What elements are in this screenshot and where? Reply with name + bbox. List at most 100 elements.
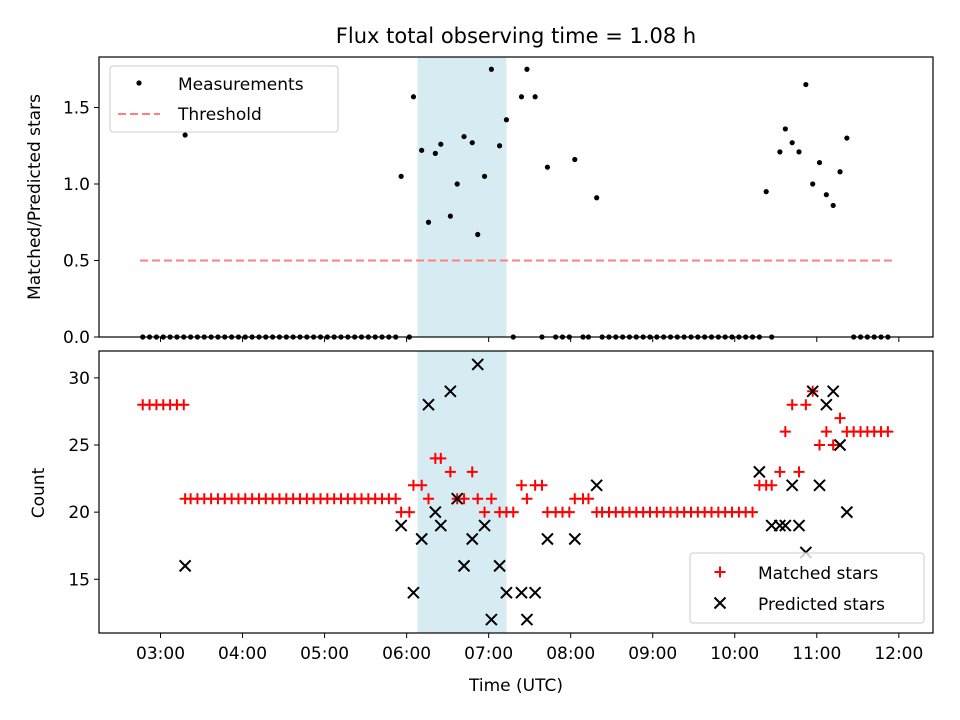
highlight-span <box>417 57 507 337</box>
matched-point <box>403 506 415 518</box>
measurement-point <box>559 334 566 340</box>
legend-predicted-marker <box>713 596 727 610</box>
matched-point <box>444 466 456 478</box>
matched-point <box>485 493 497 505</box>
measurement-point <box>372 334 378 340</box>
measurement-point <box>510 334 516 340</box>
measurement-point <box>304 334 310 340</box>
measurement-point <box>708 334 715 340</box>
measurement-point <box>599 334 605 340</box>
measurement-point <box>688 334 694 340</box>
measurement-point <box>763 189 769 195</box>
predicted-point <box>429 505 442 519</box>
predicted-point <box>466 532 479 546</box>
predicted-point <box>773 519 787 532</box>
measurement-point <box>816 159 823 166</box>
matched-point <box>515 479 527 491</box>
predicted-point <box>820 398 833 411</box>
measurement-point <box>229 334 235 340</box>
measurement-point <box>702 334 708 340</box>
measurement-point <box>620 334 626 340</box>
predicted-point <box>451 492 464 505</box>
measurement-point <box>722 334 728 340</box>
measurement-point <box>864 334 870 340</box>
measurement-point <box>324 334 330 340</box>
measurement-point <box>242 334 248 340</box>
measurement-point <box>777 149 783 155</box>
measurement-point <box>167 334 173 340</box>
measurement-point <box>844 135 850 141</box>
x-tick-label: 03:00 <box>136 644 185 664</box>
matched-point <box>472 493 484 505</box>
predicted-point <box>813 479 826 492</box>
predicted-point <box>478 519 491 532</box>
measurement-point <box>256 334 262 340</box>
x-tick-label: 09:00 <box>628 644 677 664</box>
measurement-point <box>188 334 194 340</box>
measurement-point <box>447 213 453 219</box>
predicted-point <box>826 385 840 398</box>
measurement-point <box>743 334 749 340</box>
predicted-point <box>422 398 435 411</box>
measurement-point <box>580 334 586 340</box>
y-tick-label: 0.5 <box>63 251 90 271</box>
measurement-point <box>406 334 412 340</box>
matched-point <box>820 426 832 438</box>
x-tick-label: 08:00 <box>546 644 595 664</box>
measurement-point <box>283 334 289 340</box>
measurement-point <box>667 334 674 340</box>
matched-point <box>178 399 190 411</box>
matched-point <box>814 439 826 451</box>
predicted-point <box>178 559 192 573</box>
measurement-point <box>789 140 795 146</box>
x-tick-label: 10:00 <box>710 644 759 664</box>
predicted-point <box>444 385 457 398</box>
measurement-point <box>365 334 371 340</box>
predicted-point <box>471 358 484 371</box>
measurement-point <box>851 334 857 340</box>
measurement-point <box>425 219 432 225</box>
measurement-point <box>539 334 545 340</box>
measurement-point <box>331 334 337 340</box>
matched-point <box>834 412 846 424</box>
matched-point <box>774 466 786 478</box>
legend-bottom: Matched stars Predicted stars <box>689 552 925 624</box>
matched-point <box>766 479 778 491</box>
predicted-point <box>785 479 799 492</box>
matched-point <box>786 399 798 411</box>
measurement-point <box>276 334 283 340</box>
measurement-point <box>345 334 351 340</box>
y-tick-label: 20 <box>68 503 90 523</box>
measurement-point <box>503 117 510 123</box>
predicted-point <box>528 586 542 599</box>
matched-point <box>507 506 519 518</box>
measurement-point <box>386 334 392 340</box>
measurement-point <box>769 334 775 340</box>
predicted-point <box>541 532 554 546</box>
matched-point <box>793 466 805 478</box>
matched-point <box>435 452 447 464</box>
matched-point <box>800 399 812 411</box>
measurement-point <box>454 181 460 187</box>
matched-point <box>458 493 470 505</box>
measurement-point <box>857 334 864 340</box>
measurement-point <box>201 334 207 340</box>
measurement-point <box>181 334 187 340</box>
measurement-point <box>544 164 551 170</box>
measurement-point <box>532 94 538 100</box>
x-tick-label: 06:00 <box>382 644 431 664</box>
highlight-span <box>417 351 507 633</box>
measurement-point <box>174 334 180 340</box>
measurement-point <box>633 334 639 340</box>
measurement-point <box>885 334 891 340</box>
x-tick-label: 11:00 <box>792 644 841 664</box>
legend-measurements-label: Measurements <box>178 75 304 95</box>
matched-point <box>747 506 759 518</box>
legend-measurements-marker <box>136 80 142 86</box>
y-tick-label: 30 <box>68 369 90 389</box>
measurement-point <box>393 334 399 340</box>
measurement-point <box>438 141 444 147</box>
predicted-point <box>792 519 806 532</box>
measurement-point <box>461 133 467 140</box>
x-tick-label: 04:00 <box>218 644 267 664</box>
